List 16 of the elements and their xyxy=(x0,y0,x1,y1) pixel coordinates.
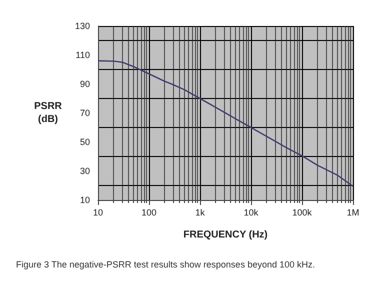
x-tick-label: 10 xyxy=(92,208,104,218)
x-tick-label: 100 xyxy=(141,208,157,218)
y-tick-label: 70 xyxy=(80,108,90,118)
y-tick-label: 130 xyxy=(74,21,90,31)
y-tick-label: 110 xyxy=(76,50,90,60)
x-tick-label: 10k xyxy=(244,208,259,218)
x-tick-label: 100k xyxy=(292,208,312,218)
x-axis-title: FREQUENCY (Hz) xyxy=(183,230,268,240)
caption: Figure 3 The negative-PSRR test results show responses beyond 100 kHz. xyxy=(16,260,315,270)
x-tick-label: 1k xyxy=(195,208,206,218)
y-tick-label: 50 xyxy=(80,137,90,147)
y-axis-title: PSRR (dB) xyxy=(34,101,63,125)
y-tick-label: 30 xyxy=(80,166,90,176)
x-tick-label: 1M xyxy=(346,208,360,218)
y-tick-label: 10 xyxy=(80,195,90,205)
y-tick-label: 90 xyxy=(80,79,90,89)
